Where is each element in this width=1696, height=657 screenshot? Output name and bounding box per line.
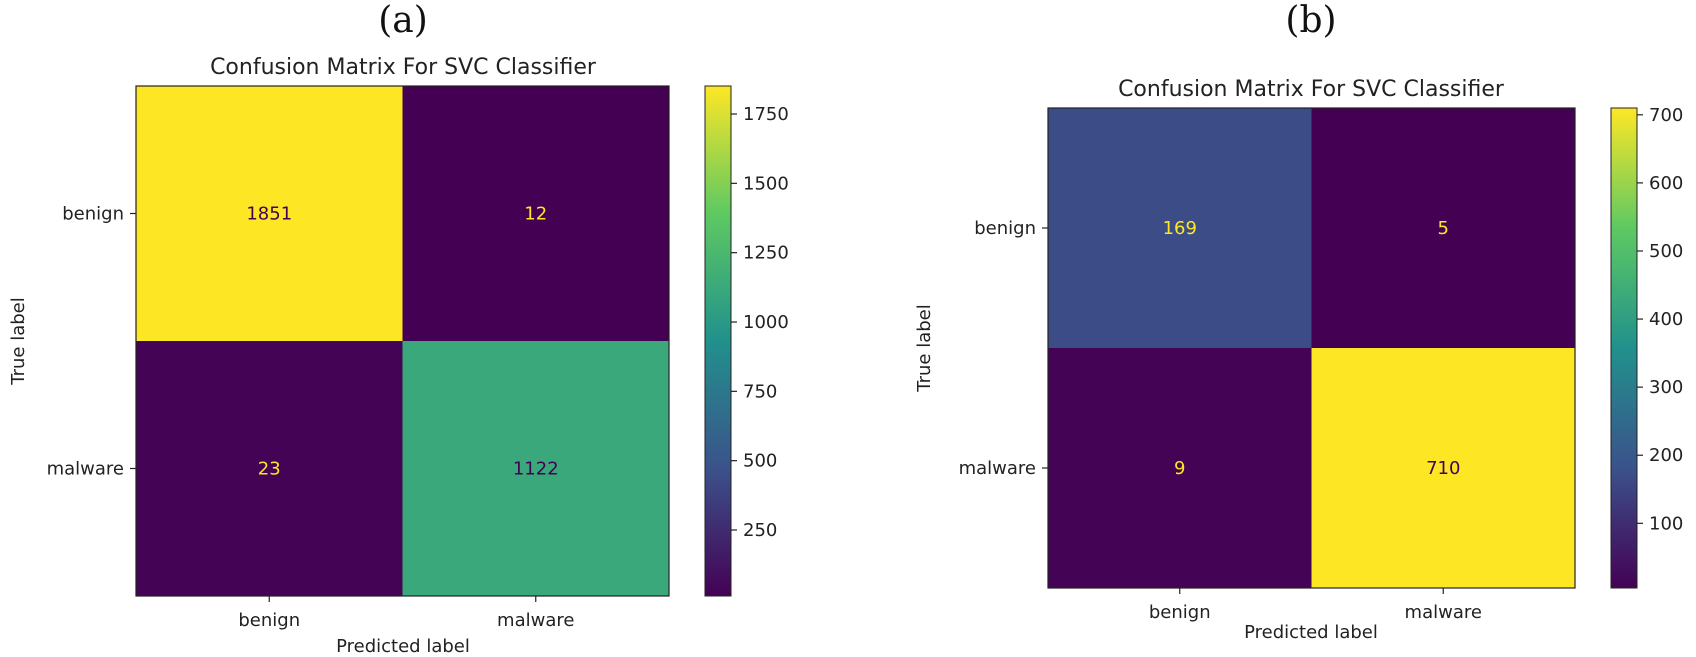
colorbar-tick-label: 400 (1649, 309, 1683, 330)
panel-b-title: Confusion Matrix For SVC Classifier (1118, 77, 1505, 102)
colorbar-tick-label: 1500 (743, 173, 789, 194)
panel-b-frame (1047, 107, 1576, 589)
x-tick-label: benign (1149, 602, 1211, 623)
panel-b-matrix: 169 5 9 710 (1048, 108, 1575, 588)
cell-value-label: 710 (1426, 458, 1460, 479)
matrix-cell-benign-benign (1048, 108, 1312, 348)
colorbar-tick-label: 750 (743, 381, 777, 402)
panel-a-x-ticks: benign malware (238, 596, 574, 631)
panel-a-ylabel: True label (8, 297, 29, 386)
matrix-cell-benign-malware (402, 86, 669, 341)
colorbar-tick-label: 1000 (743, 312, 789, 333)
colorbar-tick-label: 1250 (743, 243, 789, 264)
panel-b-x-ticks: benign malware (1149, 588, 1482, 623)
matrix-cell-malware-malware (402, 341, 669, 596)
colorbar-tick-label: 700 (1649, 105, 1683, 126)
panel-b-label: (b) (1285, 0, 1336, 41)
matrix-cell-malware-benign (136, 341, 403, 596)
panel-b-ylabel: True label (914, 304, 935, 393)
x-tick-label: benign (238, 610, 300, 631)
colorbar-tick-label: 100 (1649, 513, 1683, 534)
cell-value-label: 9 (1174, 458, 1185, 479)
colorbar-tick-label: 1750 (743, 104, 789, 125)
cell-value-label: 23 (258, 459, 281, 480)
panel-a: (a) Confusion Matrix For SVC Classifier … (8, 0, 789, 657)
colorbar-tick-label: 500 (1649, 241, 1683, 262)
cell-value-label: 5 (1438, 218, 1449, 239)
colorbar-tick-label: 250 (743, 520, 777, 541)
colorbar-tick-label: 600 (1649, 173, 1683, 194)
panel-b-y-ticks: benign malware (959, 218, 1048, 479)
panel-b-colorbar (1610, 107, 1638, 589)
y-tick-label: benign (974, 218, 1036, 239)
cell-value-label: 12 (524, 204, 547, 225)
panel-a-colorbar (704, 85, 732, 597)
matrix-cell-benign-benign (136, 86, 403, 341)
matrix-cell-benign-malware (1311, 108, 1575, 348)
panel-a-title: Confusion Matrix For SVC Classifier (210, 55, 597, 80)
cell-value-label: 1851 (246, 204, 292, 225)
panel-a-xlabel: Predicted label (336, 636, 470, 657)
y-tick-label: malware (959, 458, 1036, 479)
colorbar-tick-label: 200 (1649, 445, 1683, 466)
matrix-cell-malware-malware (1311, 348, 1575, 588)
colorbar-tick-label: 500 (743, 451, 777, 472)
colorbar-tick-label: 300 (1649, 377, 1683, 398)
panel-a-colorbar-ticks: 250 500 750 1000 1250 1500 1750 (731, 104, 789, 541)
panel-b-colorbar-ticks: 100 200 300 400 500 600 700 (1637, 105, 1683, 534)
panel-b: (b) Confusion Matrix For SVC Classifier … (914, 0, 1683, 643)
x-tick-label: malware (1405, 602, 1482, 623)
x-tick-label: malware (497, 610, 574, 631)
matrix-cell-malware-benign (1048, 348, 1312, 588)
cell-value-label: 1122 (513, 459, 559, 480)
panel-a-y-ticks: benign malware (47, 204, 136, 480)
panel-a-label: (a) (378, 0, 428, 41)
panel-a-frame (135, 85, 670, 597)
panel-b-xlabel: Predicted label (1244, 622, 1378, 643)
panel-a-matrix: 1851 12 23 1122 (136, 86, 669, 596)
y-tick-label: benign (62, 204, 124, 225)
cell-value-label: 169 (1163, 218, 1197, 239)
y-tick-label: malware (47, 459, 124, 480)
